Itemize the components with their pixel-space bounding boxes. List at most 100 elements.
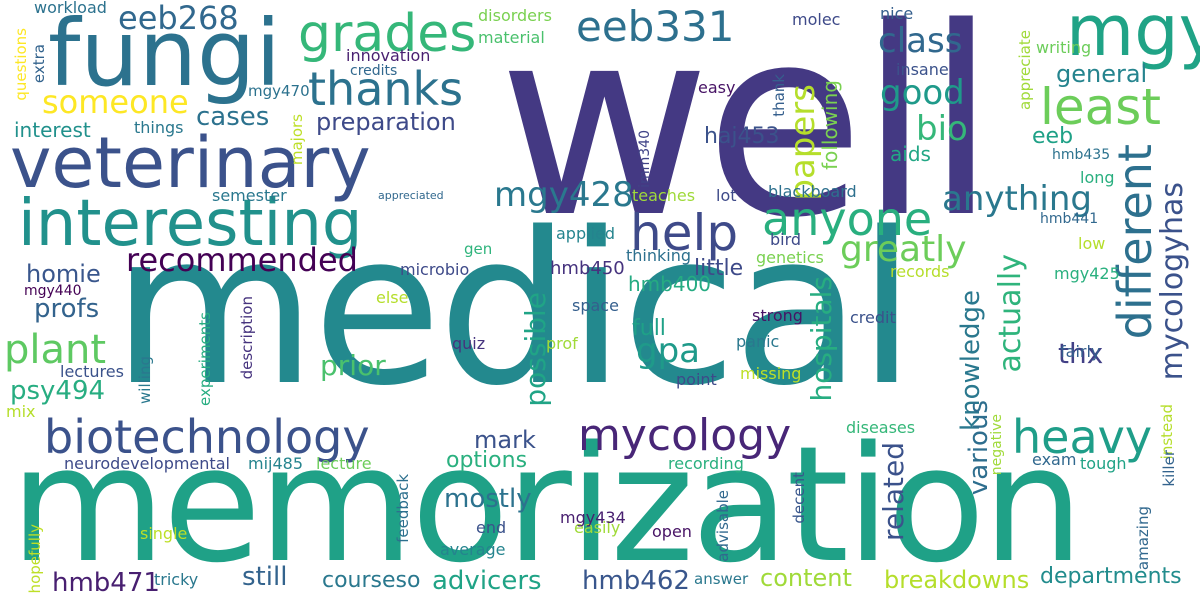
- word-description: description: [238, 296, 256, 380]
- word-lectures: lectures: [60, 362, 124, 381]
- word-courseso: courseso: [322, 568, 421, 593]
- word-mycologyhas: mycologyhas: [1155, 182, 1190, 381]
- word-well: well: [498, 0, 997, 275]
- word-extra: extra: [30, 44, 48, 84]
- word-profs: profs: [34, 294, 100, 324]
- word-mgy434: mgy434: [560, 508, 626, 527]
- word-neurodevelopmental: neurodevelopmental: [64, 454, 230, 473]
- word-actually: actually: [993, 254, 1028, 373]
- word-lecture: lecture: [316, 454, 372, 473]
- word-experiments: experiments: [196, 312, 214, 406]
- word-quiz: quiz: [452, 334, 486, 353]
- word-diseases: diseases: [846, 418, 916, 437]
- word-mix: mix: [6, 402, 36, 421]
- word-fungi: fungi: [48, 0, 281, 107]
- word-veterinary: veterinary: [10, 122, 371, 204]
- word-hmb471: hmb471: [52, 568, 160, 598]
- word-exam: exam: [1032, 450, 1077, 469]
- word-microbio: microbio: [400, 260, 470, 279]
- word-prof: prof: [546, 334, 578, 353]
- word-greatly: greatly: [840, 229, 967, 270]
- word-class: class: [878, 21, 963, 61]
- word-aids: aids: [890, 142, 931, 166]
- word-advisable: advisable: [714, 490, 732, 562]
- word-mij485: mij485: [248, 454, 304, 473]
- word-mgy425: mgy425: [1054, 264, 1120, 283]
- word-memorization: memorization: [10, 411, 1084, 598]
- word-interest: interest: [14, 118, 91, 142]
- word-lot: lot: [716, 186, 737, 205]
- word-eeb: eeb: [1032, 124, 1074, 149]
- word-least: least: [1040, 78, 1161, 136]
- word-grades: grades: [298, 4, 477, 64]
- word-tricky: tricky: [154, 570, 199, 589]
- word-mostly: mostly: [444, 484, 532, 514]
- word-hmb435: hmb435: [1052, 147, 1111, 163]
- word-teaches: teaches: [632, 186, 696, 205]
- word-options: options: [446, 448, 528, 473]
- word-mgy470: mgy470: [248, 82, 310, 100]
- word-insane: insane: [896, 60, 949, 79]
- word-full: full: [632, 316, 666, 341]
- word-panic: panic: [736, 332, 780, 351]
- word-anything: anything: [942, 179, 1092, 219]
- word-material: material: [478, 28, 545, 47]
- word-answer: answer: [694, 570, 749, 588]
- word-easy: easy: [698, 78, 736, 97]
- word-feedback: feedback: [394, 474, 412, 543]
- word-long: long: [1080, 168, 1115, 187]
- word-easily: easily: [574, 518, 621, 537]
- word-gen: gen: [464, 240, 493, 258]
- word-hospitals: hospitals: [805, 276, 838, 402]
- word-disorders: disorders: [478, 6, 552, 25]
- word-mgy428: mgy428: [494, 175, 634, 215]
- word-eeb331: eeb331: [576, 2, 735, 51]
- word-thinking: thinking: [626, 246, 692, 265]
- word-advicers: advicers: [432, 566, 542, 596]
- word-different: different: [1108, 144, 1162, 340]
- word-little: little: [694, 256, 744, 281]
- word-bird: bird: [770, 230, 802, 249]
- word-bio: bio: [916, 109, 968, 149]
- word-heavy: heavy: [1012, 410, 1153, 464]
- word-prior: prior: [320, 349, 386, 382]
- word-hmb450: hmb450: [550, 258, 625, 279]
- word-space: space: [572, 296, 619, 315]
- word-thanks: thanks: [308, 62, 464, 116]
- word-semester: semester: [212, 186, 287, 205]
- word-records: records: [890, 262, 950, 281]
- word-majors: majors: [288, 114, 306, 166]
- word-willing: willing: [136, 356, 154, 404]
- word-plant: plant: [4, 327, 107, 373]
- word-hopefully: hopefully: [26, 524, 44, 594]
- word-preparation: preparation: [316, 108, 456, 136]
- word-strong: strong: [752, 306, 803, 325]
- word-innovation: innovation: [346, 46, 431, 65]
- word-genetics: genetics: [756, 248, 824, 267]
- word-hmb400: hmb400: [628, 272, 712, 296]
- word-biotechnology: biotechnology: [44, 410, 370, 464]
- word-homie: homie: [26, 260, 101, 288]
- word-cases: cases: [196, 102, 270, 132]
- word-thank: thank: [770, 74, 788, 117]
- word-killer: killer: [1160, 450, 1178, 487]
- word-following: following: [818, 80, 842, 170]
- word-appreciated: appreciated: [378, 189, 444, 202]
- word-questions: questions: [12, 28, 30, 101]
- word-things: things: [134, 118, 184, 137]
- word-decent: decent: [790, 472, 808, 524]
- word-credit: credit: [850, 308, 896, 327]
- word-average: average: [440, 540, 506, 559]
- word-mycology: mycology: [578, 410, 792, 461]
- word-imm340: imm340: [637, 130, 653, 188]
- word-medical: medical: [112, 187, 916, 432]
- word-credits: credits: [350, 63, 398, 79]
- word-else: else: [376, 288, 409, 307]
- word-thx: thx: [1058, 337, 1104, 370]
- word-open: open: [652, 522, 692, 541]
- word-nice: nice: [880, 4, 914, 23]
- word-mark: mark: [474, 426, 536, 454]
- word-molec: molec: [792, 10, 841, 29]
- word-help: help: [630, 204, 739, 262]
- word-writing: writing: [1036, 38, 1092, 57]
